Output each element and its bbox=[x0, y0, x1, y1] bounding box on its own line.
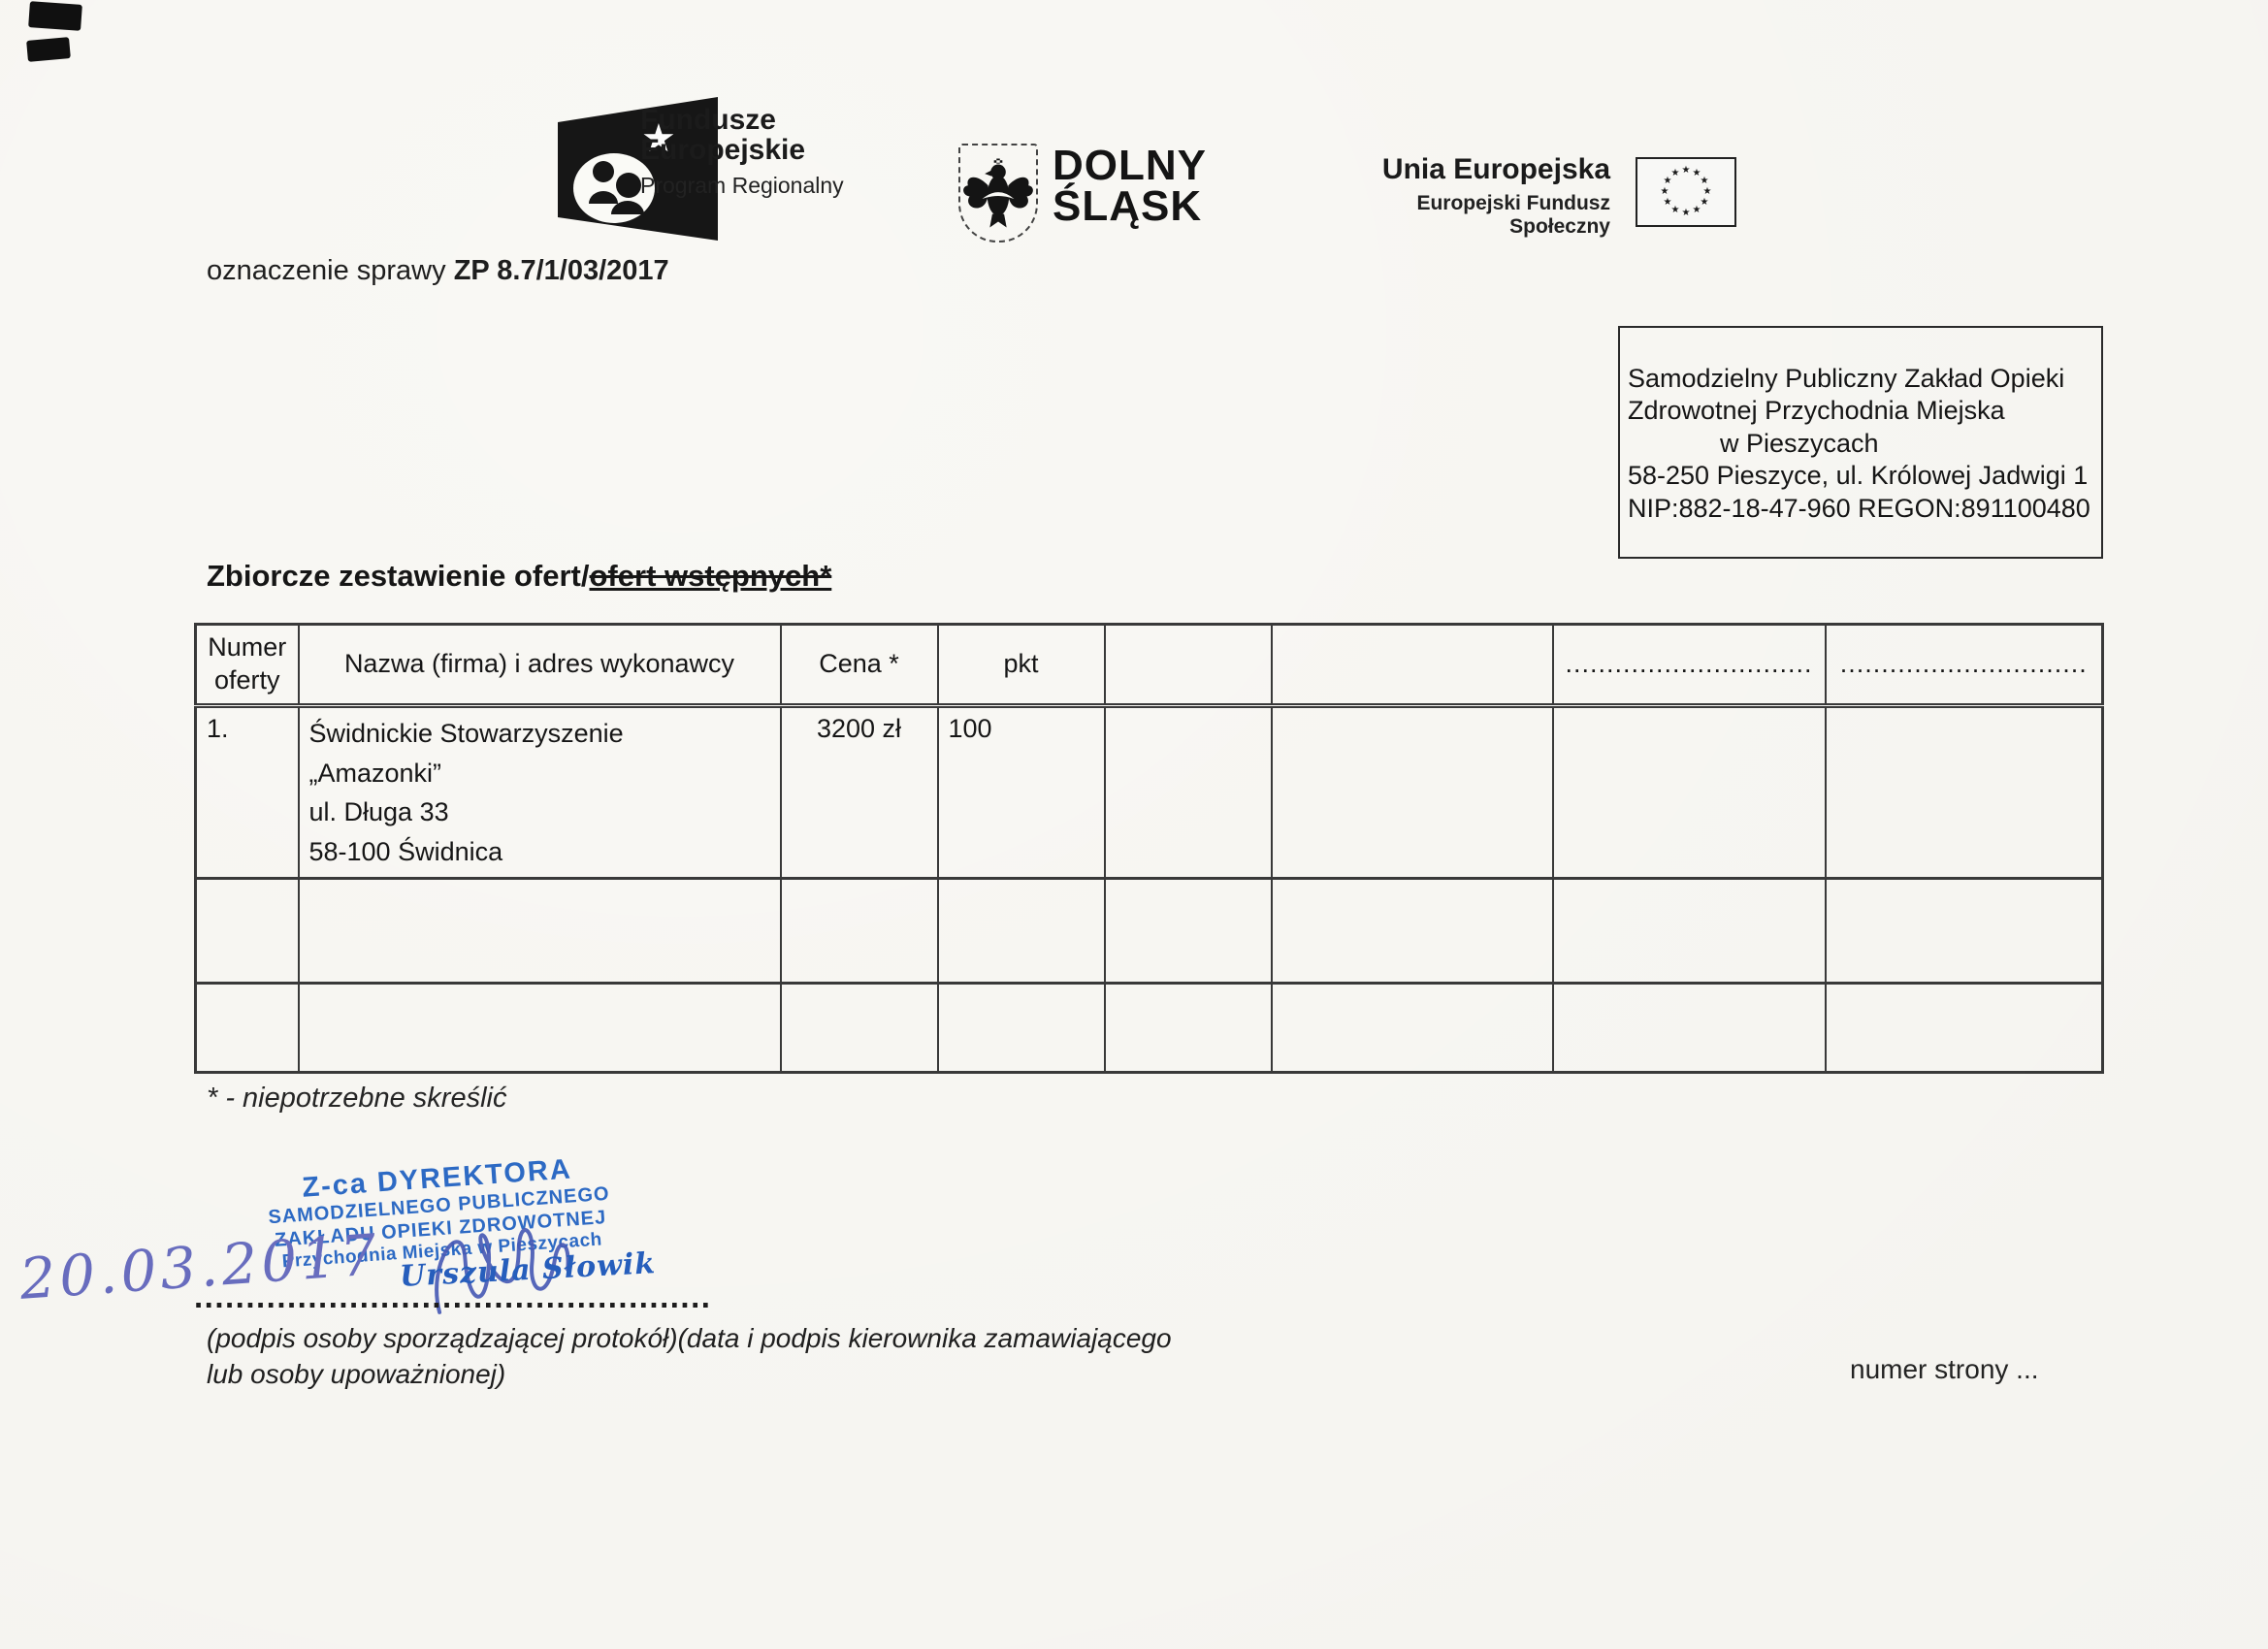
svg-text:★: ★ bbox=[1664, 197, 1672, 208]
ds-line1: DOLNY bbox=[1053, 142, 1207, 189]
svg-text:★: ★ bbox=[1682, 165, 1691, 176]
contracting-authority-address-box: Samodzielny Publiczny Zakład Opieki Zdro… bbox=[1618, 326, 2103, 559]
svg-text:★: ★ bbox=[1703, 186, 1712, 197]
caption-line2: lub osoby upoważnionej) bbox=[207, 1358, 506, 1389]
svg-text:★: ★ bbox=[641, 117, 676, 160]
cell-empty bbox=[936, 877, 1106, 985]
case-number-line: oznaczenie sprawy ZP 8.7/1/03/2017 bbox=[207, 255, 669, 287]
cell-empty bbox=[194, 982, 300, 1074]
page-number-label: numer strony ... bbox=[1850, 1354, 2039, 1384]
caption-line1: (podpis osoby sporządzającej protokół)(d… bbox=[207, 1323, 1172, 1353]
col-header-empty bbox=[1103, 623, 1273, 708]
col-header-dotted: .............................. bbox=[1551, 623, 1827, 708]
cell-empty bbox=[1103, 877, 1273, 985]
col-header-cena: Cena * bbox=[779, 623, 939, 708]
svg-text:★: ★ bbox=[1701, 197, 1709, 208]
cell-empty bbox=[1270, 877, 1554, 985]
fundusze-europejskie-logo-icon: ★ bbox=[558, 97, 718, 241]
cell-empty bbox=[1824, 982, 2104, 1074]
address-line: w Pieszycach bbox=[1720, 428, 1879, 458]
scan-artifact bbox=[26, 37, 71, 62]
svg-text:★: ★ bbox=[1661, 186, 1669, 197]
col-header-dotted: .............................. bbox=[1824, 623, 2104, 708]
eu-flag-icon: ★ ★ ★ ★ ★ ★ ★ ★ ★ ★ ★ ★ bbox=[1636, 157, 1736, 227]
svg-text:★: ★ bbox=[1693, 168, 1701, 178]
cell-empty bbox=[1103, 704, 1273, 880]
cell-empty bbox=[1103, 982, 1273, 1074]
cell-empty bbox=[936, 982, 1106, 1074]
handwritten-signature-icon bbox=[435, 1228, 570, 1314]
cell-empty bbox=[1551, 877, 1827, 985]
document-title: Zbiorcze zestawienie ofert/ofert wstępny… bbox=[207, 559, 831, 594]
eu-flag-stars: ★ ★★ ★★★ ★★★ ★★★ bbox=[1661, 165, 1712, 218]
title-struck-out: ofert wstępnych* bbox=[589, 559, 832, 593]
cell-empty bbox=[1824, 877, 2104, 985]
fundusze-europejskie-logo-text: Fundusze Europejskie Program Regionalny bbox=[640, 105, 844, 198]
table-row bbox=[194, 982, 2104, 1074]
cell-price: 3200 zł bbox=[779, 704, 939, 880]
cell-empty bbox=[1270, 704, 1554, 880]
address-line: 58-250 Pieszyce, ul. Królowej Jadwigi 1 bbox=[1628, 461, 2089, 491]
cell-empty bbox=[1824, 704, 2104, 880]
cell-empty bbox=[297, 877, 782, 985]
table-row: 1. Świdnickie Stowarzyszenie „Amazonki” … bbox=[194, 704, 2104, 880]
dolny-slask-coat-of-arms-icon bbox=[958, 144, 1038, 242]
svg-text:★: ★ bbox=[1701, 176, 1709, 186]
svg-text:★: ★ bbox=[1693, 205, 1701, 215]
address-line: Zdrowotnej Przychodnia Miejska bbox=[1628, 396, 2005, 426]
eu-subtitle: Europejski Fundusz Społeczny bbox=[1416, 192, 1610, 238]
scan-artifact bbox=[28, 1, 82, 31]
title-normal: Zbiorcze zestawienie ofert/ bbox=[207, 559, 590, 593]
eu-title: Unia Europejska bbox=[1381, 153, 1610, 185]
cell-points: 100 bbox=[936, 704, 1106, 880]
cell-empty bbox=[297, 982, 782, 1074]
offers-summary-table: Numer oferty Nazwa (firma) i adres wykon… bbox=[194, 623, 2104, 1074]
eu-logo-text: Unia Europejska Europejski Fundusz Społe… bbox=[1348, 153, 1610, 239]
ds-line2: ŚLĄSK bbox=[1053, 181, 1203, 230]
table-row bbox=[194, 877, 2104, 985]
signature-caption: (podpis osoby sporządzającej protokół)(d… bbox=[207, 1321, 1172, 1393]
fe-title-line2: Europejskie bbox=[640, 134, 806, 167]
footnote-strike-unneeded: * - niepotrzebne skreślić bbox=[207, 1083, 507, 1114]
cell-offer-number: 1. bbox=[194, 704, 300, 880]
col-header-numer-oferty: Numer oferty bbox=[194, 623, 300, 708]
cell-empty bbox=[1551, 704, 1827, 880]
col-header-nazwa-adres: Nazwa (firma) i adres wykonawcy bbox=[297, 623, 782, 708]
cell-contractor-name-address: Świdnickie Stowarzyszenie „Amazonki” ul.… bbox=[297, 704, 782, 880]
fe-title-line1: Fundusze bbox=[640, 104, 776, 136]
svg-text:★: ★ bbox=[1682, 208, 1691, 218]
table-header-row: Numer oferty Nazwa (firma) i adres wykon… bbox=[194, 623, 2104, 708]
address-line: Samodzielny Publiczny Zakład Opieki bbox=[1628, 364, 2065, 393]
cell-empty bbox=[779, 877, 939, 985]
fe-subtitle: Program Regionalny bbox=[640, 173, 844, 199]
cell-empty bbox=[779, 982, 939, 1074]
col-header-empty bbox=[1270, 623, 1554, 708]
cell-empty bbox=[1270, 982, 1554, 1074]
svg-text:★: ★ bbox=[1664, 176, 1672, 186]
col-header-pkt: pkt bbox=[936, 623, 1106, 708]
cell-empty bbox=[1551, 982, 1827, 1074]
case-label: oznaczenie sprawy bbox=[207, 255, 454, 286]
svg-text:★: ★ bbox=[1671, 205, 1680, 215]
svg-text:★: ★ bbox=[1671, 168, 1680, 178]
cell-empty bbox=[194, 877, 300, 985]
case-number: ZP 8.7/1/03/2017 bbox=[453, 255, 669, 286]
signature-dotted-line: ........................................… bbox=[194, 1278, 712, 1314]
dolny-slask-logo-text: DOLNY ŚLĄSK bbox=[1053, 142, 1207, 230]
address-line: NIP:882-18-47-960 REGON:891100480 bbox=[1628, 493, 2090, 523]
